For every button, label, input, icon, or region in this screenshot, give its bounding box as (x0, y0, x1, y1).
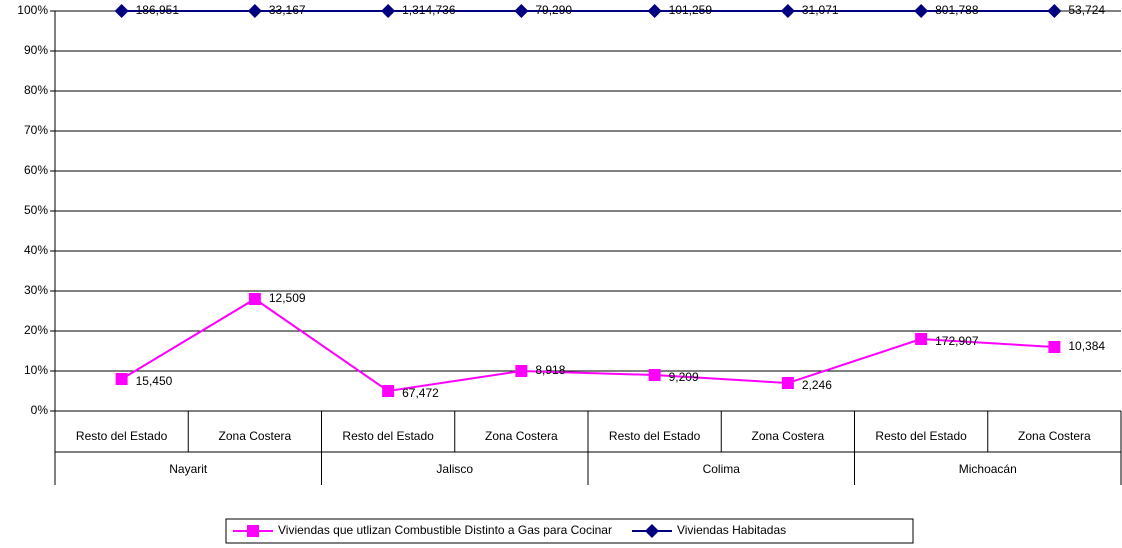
legend-label: Viviendas Habitadas (677, 523, 786, 537)
data-label: 186,951 (136, 3, 180, 17)
point (114, 4, 129, 18)
legend-label: Viviendas que utlizan Combustible Distin… (278, 523, 612, 537)
data-label: 10,384 (1068, 339, 1105, 353)
data-label: 31,071 (802, 3, 839, 17)
data-label: 101,259 (669, 3, 713, 17)
point (381, 4, 396, 18)
data-label: 53,724 (1068, 3, 1105, 17)
point (647, 4, 662, 18)
point (915, 333, 928, 345)
point (914, 4, 929, 18)
point (248, 293, 261, 305)
y-tick-label: 90% (24, 43, 48, 57)
y-tick-label: 50% (24, 203, 48, 217)
y-tick-label: 40% (24, 243, 48, 257)
y-tick-label: 70% (24, 123, 48, 137)
point (1048, 341, 1061, 353)
point (382, 385, 395, 397)
y-tick-label: 20% (24, 323, 48, 337)
data-label: 33,167 (269, 3, 306, 17)
group-label: Michoacán (959, 462, 1017, 476)
y-tick-label: 60% (24, 163, 48, 177)
y-tick-label: 30% (24, 283, 48, 297)
x-tick-label: Zona Costera (1018, 429, 1091, 443)
point (514, 4, 529, 18)
x-tick-label: Resto del Estado (875, 429, 967, 443)
group-label: Colima (703, 462, 741, 476)
data-label: 67,472 (402, 386, 439, 400)
group-label: Jalisco (436, 462, 473, 476)
point (781, 377, 794, 389)
point (515, 365, 528, 377)
data-label: 79,290 (535, 3, 572, 17)
point (115, 373, 128, 385)
point (780, 4, 795, 18)
data-label: 2,246 (802, 378, 832, 392)
data-label: 15,450 (136, 374, 173, 388)
x-tick-label: Resto del Estado (609, 429, 701, 443)
group-label: Nayarit (169, 462, 208, 476)
legend-marker (247, 525, 259, 537)
legend-box (225, 518, 914, 544)
y-tick-label: 100% (17, 3, 48, 17)
x-tick-label: Zona Costera (485, 429, 558, 443)
data-label: 9,209 (669, 370, 699, 384)
data-label: 172,907 (935, 334, 979, 348)
data-label: 8,918 (535, 363, 565, 377)
x-tick-label: Zona Costera (752, 429, 825, 443)
x-tick-label: Resto del Estado (76, 429, 168, 443)
point (648, 369, 661, 381)
point (247, 4, 262, 18)
y-tick-label: 0% (31, 403, 49, 417)
y-tick-label: 80% (24, 83, 48, 97)
point (1047, 4, 1062, 18)
data-label: 12,509 (269, 291, 306, 305)
y-tick-label: 10% (24, 363, 48, 377)
data-label: 1,314,736 (402, 3, 456, 17)
x-tick-label: Zona Costera (219, 429, 292, 443)
series-line (121, 297, 1055, 393)
data-label: 801,788 (935, 3, 979, 17)
x-tick-label: Resto del Estado (342, 429, 434, 443)
legend-marker (644, 524, 659, 538)
